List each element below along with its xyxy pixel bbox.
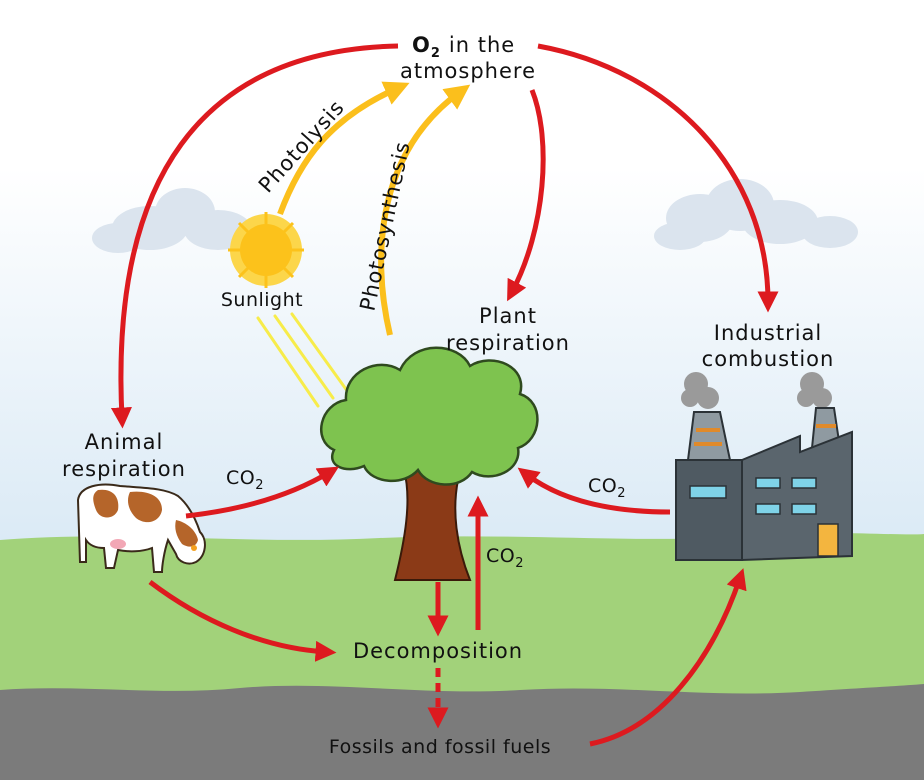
- animal-co2-to-tree-arrow: [185, 466, 340, 519]
- grass-ground: [0, 532, 924, 700]
- plant-respiration-label-line2: respiration: [446, 331, 570, 355]
- animal-respiration-label-line2: respiration: [62, 457, 186, 481]
- decomposition-label: Decomposition: [353, 639, 523, 663]
- industrial-combustion-label-line1: Industrial: [714, 321, 823, 345]
- plant-respiration-label-line1: Plant: [479, 304, 537, 328]
- sunlight-rays: [256, 312, 350, 408]
- industrial-combustion-label-line2: combustion: [702, 347, 835, 371]
- sun-icon: [228, 212, 304, 288]
- atmosphere-label: atmosphere: [400, 59, 536, 83]
- smoke-icon: [681, 372, 832, 409]
- co2-right-label: CO2: [588, 475, 626, 501]
- atmosphere-to-plant-arrow: [507, 89, 546, 302]
- atmosphere-to-animal-arrow: [110, 43, 399, 429]
- cloud-icon: [654, 179, 858, 250]
- fossils-label: Fossils and fossil fuels: [329, 736, 551, 758]
- atmosphere-to-industrial-arrow: [537, 43, 779, 313]
- co2-left-label: CO2: [226, 467, 264, 493]
- cow-icon: [76, 483, 206, 573]
- animal-respiration-label-line1: Animal: [85, 430, 164, 454]
- photolysis-arrow: [277, 81, 410, 216]
- photosynthesis-arrow: [378, 84, 471, 336]
- co2-center-label: CO2: [486, 545, 524, 571]
- factory-icon: [675, 372, 853, 562]
- sunlight-label: Sunlight: [221, 289, 303, 311]
- animal-to-decomposition-arrow: [148, 580, 337, 662]
- industry-co2-to-tree-arrow: [517, 467, 671, 515]
- tree-icon: [319, 346, 539, 581]
- o2-atmosphere-label: O2 in the: [412, 33, 515, 61]
- cloud-icon: [92, 188, 252, 253]
- fossils-to-industrial-arrow: [589, 568, 747, 747]
- soil-layer: [0, 684, 924, 780]
